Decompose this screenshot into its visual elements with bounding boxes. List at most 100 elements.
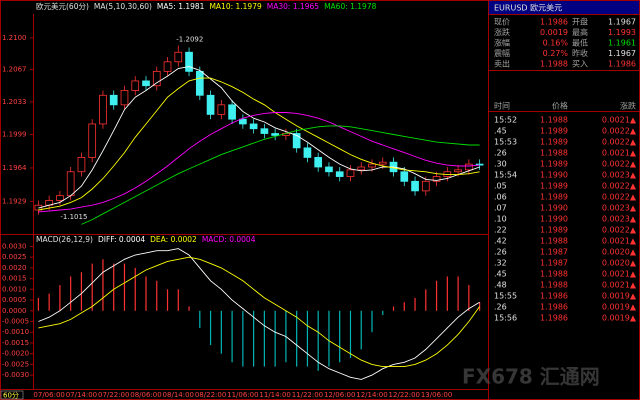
candle-body <box>195 70 204 96</box>
macd-bar <box>479 302 481 311</box>
tick-cell: .45 <box>494 127 507 136</box>
macd-bar <box>48 293 50 311</box>
quote-value: 0.27% <box>543 49 569 58</box>
quote-label: 震幅 <box>494 48 510 58</box>
y-tick-label: 0.0000 <box>2 307 27 315</box>
candle-body <box>335 171 344 177</box>
tick-cell: 0.0021▲ <box>602 149 637 158</box>
candle-body <box>174 51 183 63</box>
candle-body <box>249 123 258 130</box>
candle-body <box>109 94 118 106</box>
candle-body <box>56 195 64 201</box>
x-tick-label: 08/14:00 <box>163 391 194 399</box>
tick-cell: 0.0023▲ <box>602 171 637 180</box>
tick-cell: 1.1989 <box>540 182 568 191</box>
line <box>38 256 480 368</box>
tick-cell: 0.0020▲ <box>602 259 637 268</box>
y-tick-label: 0.0005 <box>2 296 27 304</box>
quote-label: 卖出 <box>494 59 510 69</box>
candle-body <box>185 51 193 72</box>
period-button-label[interactable]: 60分 <box>3 391 19 400</box>
tick-cell: 0.0021▲ <box>602 281 637 290</box>
candle-body <box>206 94 215 115</box>
x-tick-label: 07/06:00 <box>33 391 64 399</box>
tick-cell: .07 <box>494 204 507 213</box>
macd-bar <box>70 276 72 311</box>
macd-bar <box>339 310 341 363</box>
x-tick-label: 12/06:00 <box>324 391 355 399</box>
tick-cell: 15:52 <box>494 116 517 125</box>
y-tick-label: 1.2033 <box>2 98 27 106</box>
legend-entry: DIFF: 0.0004 <box>98 235 145 244</box>
candle-body <box>77 157 86 173</box>
macd-bar <box>113 263 115 311</box>
macd-bar <box>209 310 212 346</box>
y-tick-label: 0.0020 <box>2 264 27 272</box>
line <box>81 125 480 225</box>
candle-body <box>228 104 236 120</box>
tick-cell: 0.0022▲ <box>602 138 637 147</box>
panel-title: EURUSD 欧元美元 <box>494 3 562 13</box>
tick-cell: .26 <box>494 303 507 312</box>
candle-body <box>432 176 441 182</box>
y-tick-label: -0.0015 <box>2 339 29 347</box>
y-tick-label: 0.0025 <box>2 253 27 261</box>
tick-cell: .06 <box>494 193 507 202</box>
legend-entry: MACD(26,12,9) <box>36 235 93 244</box>
legend-entry: MA60: 1.1978 <box>324 2 377 11</box>
y-tick-label: 1.2067 <box>2 65 27 73</box>
period-button[interactable] <box>0 390 24 400</box>
legend-entry: DEA: 0.0002 <box>150 235 197 244</box>
tick-cell: .30 <box>494 160 507 169</box>
macd-bar <box>360 310 362 350</box>
tick-cell: 1.1988 <box>540 237 568 246</box>
y-tick-label: 1.1999 <box>2 130 27 138</box>
y-tick-label: -0.0025 <box>2 360 29 368</box>
line <box>38 248 480 380</box>
quote-value: 1.1986 <box>540 18 568 27</box>
y-tick-label: -0.0010 <box>2 328 29 336</box>
tick-cell: 1.1989 <box>540 193 568 202</box>
x-tick-label: 07/14:00 <box>66 391 97 399</box>
tick-cell: 1.1988 <box>540 116 568 125</box>
candle-body <box>163 61 172 72</box>
candle-body <box>400 171 409 182</box>
candle-body <box>66 171 75 197</box>
tick-cell: 1.1989 <box>540 138 568 147</box>
macd-bar <box>134 267 136 311</box>
candle-body <box>411 180 419 192</box>
tick-cell: 15:56 <box>494 314 517 323</box>
quote-value: 0.16% <box>543 39 569 48</box>
tick-cell: 0.0021▲ <box>602 237 637 246</box>
x-tick-label: 12/14:00 <box>356 391 387 399</box>
macd-bar <box>220 310 222 354</box>
ticks-header: 时间 <box>494 101 510 111</box>
quote-label: 现价 <box>494 18 510 27</box>
tick-cell: .48 <box>494 281 507 290</box>
quote-value: 1.1967 <box>608 49 636 58</box>
x-tick-label: 12/22:00 <box>389 391 420 399</box>
macd-bar <box>306 310 309 367</box>
y-tick-label: 1.1929 <box>2 197 27 205</box>
macd-bar <box>188 306 190 311</box>
tick-cell: 0.0022▲ <box>602 226 637 235</box>
macd-bar <box>382 310 384 316</box>
macd-bar <box>166 289 169 311</box>
legend-entry: 欧元美元(60分) <box>36 1 89 11</box>
tick-cell: .42 <box>494 237 507 246</box>
candle-body <box>142 80 150 87</box>
tick-cell: 15:55 <box>494 292 517 301</box>
quote-value: 1.1993 <box>608 28 636 37</box>
macd-bar <box>156 280 158 311</box>
quote-value: 1.1988 <box>540 60 568 69</box>
candle-body <box>465 163 473 171</box>
macd-bar <box>328 310 330 367</box>
x-tick-label: 11/14:00 <box>259 391 290 399</box>
candle-body <box>152 70 161 87</box>
line <box>38 112 480 213</box>
y-tick-label: 0.0030 <box>2 242 27 250</box>
quote-value: 1.1961 <box>608 39 636 48</box>
quote-label: 涨幅 <box>494 38 510 48</box>
candle-body <box>314 157 323 168</box>
